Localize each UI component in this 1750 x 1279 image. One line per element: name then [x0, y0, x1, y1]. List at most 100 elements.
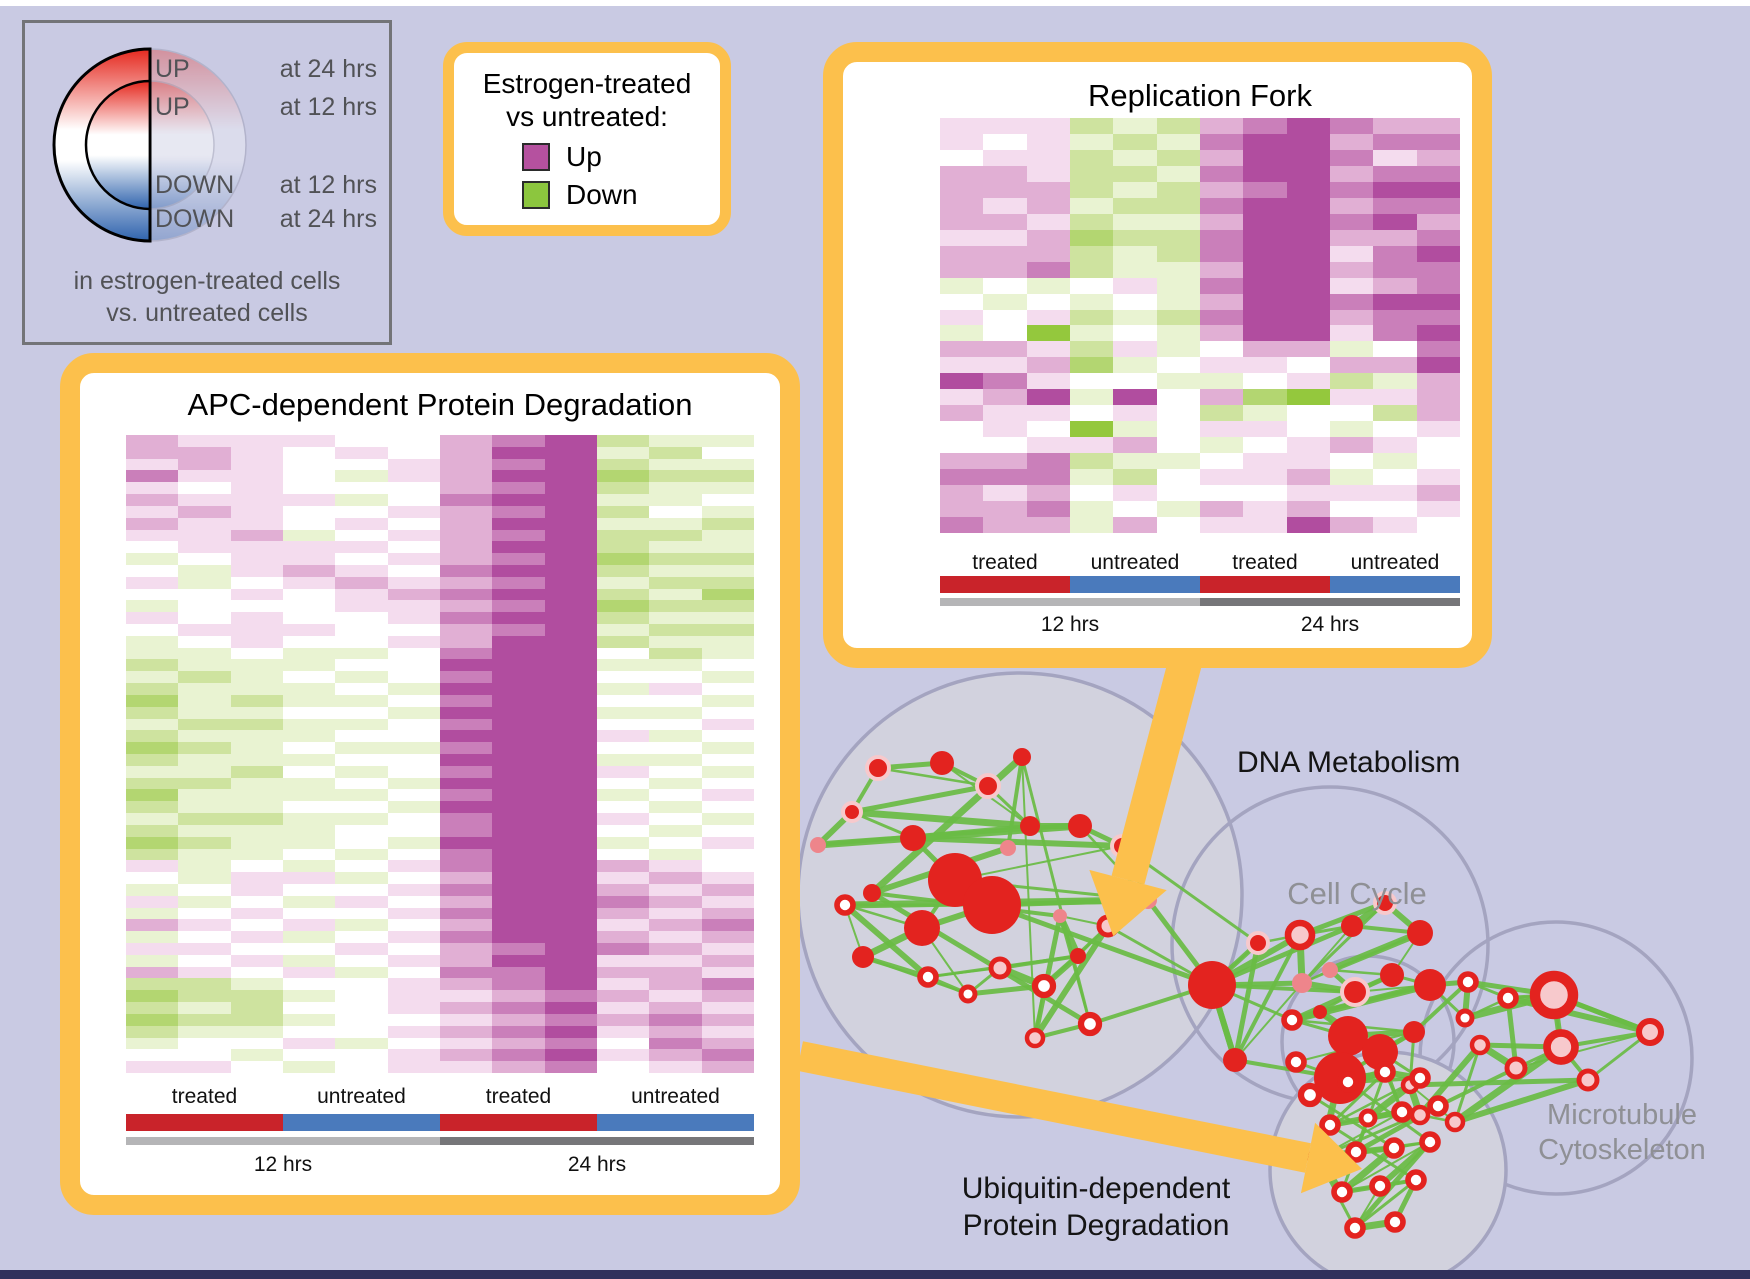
heatmap-cell	[492, 824, 545, 837]
heatmap-cell	[126, 517, 179, 530]
heatmap-cell	[596, 742, 650, 754]
annotation-arrow-stem	[1111, 650, 1204, 885]
heatmap-cell	[387, 895, 440, 908]
rf-time-labels: 12 hrs 24 hrs	[940, 613, 1460, 637]
heatmap-cell	[940, 181, 984, 198]
network-node	[1328, 1016, 1368, 1056]
heatmap-cell	[178, 860, 231, 873]
heatmap-cell	[387, 966, 440, 979]
heatmap-cell	[1069, 213, 1114, 230]
network-node	[1344, 1217, 1366, 1239]
heatmap-cell	[701, 753, 754, 766]
heatmap-cell	[178, 943, 231, 955]
heatmap-cell	[387, 978, 440, 991]
network-node	[810, 837, 826, 853]
heatmap-cell	[1286, 149, 1330, 166]
heatmap-cell	[1286, 165, 1330, 182]
heatmap-cell	[544, 671, 597, 684]
network-node	[1070, 948, 1086, 964]
heatmap-cell	[178, 1025, 231, 1038]
heatmap-cell	[544, 730, 597, 743]
heatmap-cell	[596, 789, 650, 802]
heatmap-cell	[1416, 197, 1460, 214]
heatmap-cell	[387, 505, 440, 518]
heatmap-cell	[1373, 181, 1417, 198]
heatmap-cell	[1286, 373, 1330, 390]
heatmap-cell	[126, 600, 179, 613]
heatmap-cell	[1286, 405, 1330, 422]
network-node	[1497, 987, 1519, 1009]
network-node	[1341, 915, 1363, 937]
heatmap-cell	[544, 990, 597, 1003]
heatmap-cell	[1113, 421, 1157, 438]
heatmap-cell	[282, 517, 336, 530]
heatmap-cell	[492, 1025, 545, 1038]
network-edge	[843, 902, 930, 980]
heatmap-cell	[1156, 118, 1200, 134]
heatmap-cell	[282, 777, 336, 790]
heatmap-cell	[1156, 453, 1200, 470]
heatmap-cell	[126, 789, 179, 802]
heatmap-cell	[701, 789, 754, 802]
heatmap-cell	[492, 931, 545, 944]
heatmap-cell	[1373, 133, 1417, 150]
annotation-arrow-stem	[797, 1041, 1311, 1173]
heatmap-cell	[230, 907, 283, 920]
heatmap-cell	[649, 588, 702, 601]
heatmap-cell	[596, 801, 650, 814]
heatmap-cell	[940, 469, 984, 486]
heatmap-cell	[1113, 213, 1157, 230]
heatmap-cell	[1069, 277, 1114, 294]
apc-heatmap	[126, 435, 754, 1073]
heatmap-cell	[544, 529, 597, 542]
heatmap-cell	[230, 848, 283, 861]
heatmap-cell	[1416, 453, 1460, 470]
heatmap-cell	[596, 706, 650, 719]
heatmap-cell	[282, 742, 336, 754]
heatmap-cell	[649, 1049, 702, 1062]
heatmap-cell	[1286, 245, 1330, 262]
heatmap-cell	[126, 671, 179, 684]
heatmap-cell	[940, 437, 984, 454]
heatmap-cell	[387, 907, 440, 920]
heatmap-cell	[649, 435, 702, 447]
network-node	[1340, 977, 1370, 1007]
heatmap-cell	[596, 824, 650, 837]
network-node	[841, 801, 863, 823]
heatmap-cell	[1156, 517, 1200, 533]
heatmap-cell	[230, 1061, 283, 1073]
heatmap-cell	[439, 683, 493, 695]
heatmap-cell	[544, 1002, 597, 1014]
heatmap-cell	[387, 801, 440, 814]
heatmap-cell	[282, 718, 336, 731]
heatmap-cell	[1156, 213, 1200, 230]
heatmap-cell	[282, 978, 336, 991]
network-edge	[1341, 1141, 1431, 1193]
heatmap-cell	[178, 505, 231, 518]
heatmap-cell	[178, 694, 231, 707]
heatmap-cell	[701, 1025, 754, 1038]
heatmap-cell	[1113, 118, 1157, 134]
network-edge	[851, 783, 989, 815]
heatmap-cell	[230, 647, 283, 660]
heatmap-cell	[1199, 133, 1244, 150]
heatmap-cell	[230, 1013, 283, 1026]
heatmap-cell	[492, 1002, 545, 1014]
heatmap-cell	[335, 435, 388, 447]
network-node	[1362, 1034, 1398, 1070]
heatmap-cell	[1156, 245, 1200, 262]
heatmap-cell	[940, 517, 984, 533]
heatmap-cell	[1156, 293, 1200, 310]
heatmap-cell	[596, 978, 650, 991]
heatmap-cell	[1113, 245, 1157, 262]
heatmap-cell	[335, 954, 388, 967]
heatmap-cell	[1113, 165, 1157, 182]
heatmap-cell	[596, 458, 650, 471]
heatmap-cell	[1243, 133, 1287, 150]
heatmap-cell	[596, 635, 650, 648]
heatmap-cell	[1026, 469, 1070, 486]
network-node	[834, 894, 856, 916]
heatmap-cell	[1113, 373, 1157, 390]
heatmap-cell	[126, 576, 179, 589]
network-node	[1337, 1071, 1359, 1093]
